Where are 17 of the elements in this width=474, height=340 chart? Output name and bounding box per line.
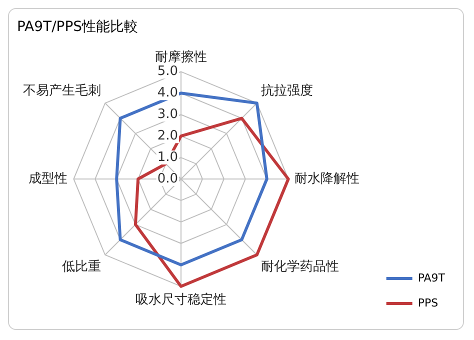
spoke-label: 耐摩擦性 xyxy=(155,50,207,66)
legend-label: PA9T xyxy=(418,271,446,284)
y-tick-label: 1.0 xyxy=(157,150,178,165)
y-tick-label: 5.0 xyxy=(157,64,178,80)
y-tick-label: 2.0 xyxy=(157,128,178,144)
chart-title: PA9T/PPS性能比較 xyxy=(17,19,138,36)
spoke-label: 低比重 xyxy=(62,259,101,274)
spoke-label: 耐水降解性 xyxy=(294,171,360,186)
legend-label: PPS xyxy=(418,296,438,310)
y-tick-label: 0.0 xyxy=(157,171,178,186)
spoke-label: 吸水尺寸稳定性 xyxy=(136,292,226,308)
spoke-label: 抗拉强度 xyxy=(261,82,314,98)
y-tick-label: 4.0 xyxy=(157,86,178,101)
spoke-label: 耐化学药品性 xyxy=(261,259,340,274)
spoke-label: 成型性 xyxy=(28,171,68,186)
spoke-label: 不易产生毛刺 xyxy=(22,83,101,98)
y-tick-label: 3.0 xyxy=(157,106,178,122)
